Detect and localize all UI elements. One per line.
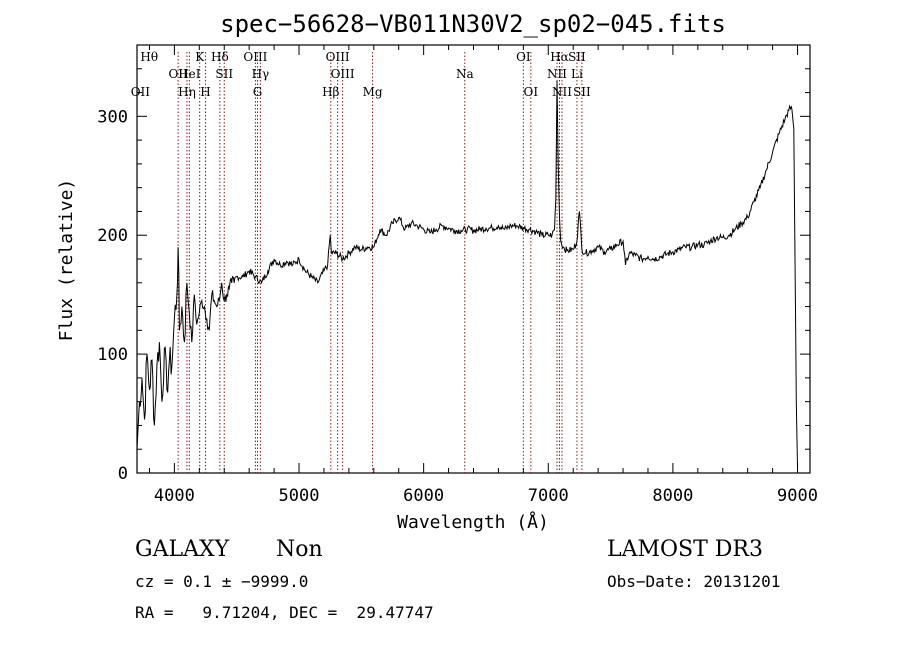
line-label: OIII	[326, 50, 350, 64]
x-tick-label: 8000	[652, 486, 693, 506]
line-label: Mg	[363, 85, 383, 99]
line-label: OIII	[243, 50, 267, 64]
line-label: OII	[131, 85, 151, 99]
x-tick-label: 9000	[777, 486, 818, 506]
x-axis-label: Wavelength (Å)	[397, 511, 549, 533]
y-tick-label: 100	[97, 345, 128, 365]
x-tick-label: 4000	[154, 486, 195, 506]
line-label: K	[195, 50, 205, 64]
line-label: Hη	[178, 85, 196, 99]
survey-name: LAMOST DR3	[607, 537, 763, 562]
x-tick-label: 7000	[528, 486, 569, 506]
line-label: OI	[516, 50, 531, 64]
line-label: SII	[573, 85, 591, 99]
line-label: SII	[568, 50, 586, 64]
line-label: NII	[547, 67, 567, 81]
chart-title: spec−56628−VB011N30V2_sp02−045.fits	[220, 10, 726, 38]
x-tick-label: 5000	[279, 486, 320, 506]
line-label: Hα	[550, 50, 569, 64]
line-labels: OII Hθ OII Hη K HeI H Hδ SII OIII Hγ G OIII OIII Hβ Mg N…	[131, 50, 591, 99]
line-label: Hγ	[252, 67, 270, 81]
line-markers	[177, 52, 583, 473]
x-tick-label: 6000	[403, 486, 444, 506]
observation-date: Obs−Date: 20131201	[607, 572, 781, 591]
line-label: OI	[524, 85, 539, 99]
line-label: SII	[215, 67, 233, 81]
y-tick-label: 300	[97, 107, 128, 127]
line-label: OII	[168, 67, 188, 81]
redshift-cz: cz = 0.1 ± −9999.0	[135, 572, 309, 591]
line-label: Hδ	[211, 50, 229, 64]
y-tick-label: 200	[97, 226, 128, 246]
line-label: OIII	[331, 67, 355, 81]
line-label: Hβ	[322, 85, 339, 99]
line-label: Na	[456, 67, 474, 81]
ra-dec: RA = 9.71204, DEC = 29.47747	[135, 603, 434, 622]
line-label: HeI	[178, 67, 201, 81]
line-label: H	[200, 85, 210, 99]
line-label: G	[253, 85, 263, 99]
axis-ticks: 4000 5000 6000 7000 8000 9000 0 100 200 300	[97, 44, 818, 506]
object-subclass: Non	[276, 537, 323, 562]
spectrum-line	[136, 80, 798, 468]
line-label: Hθ	[140, 50, 158, 64]
plot-frame	[136, 44, 811, 474]
object-class: GALAXY	[135, 537, 230, 562]
y-axis-label: Flux (relative)	[56, 179, 77, 342]
line-label: NII	[552, 85, 572, 99]
y-tick-label: 0	[118, 464, 128, 484]
line-label: Li	[571, 67, 583, 81]
